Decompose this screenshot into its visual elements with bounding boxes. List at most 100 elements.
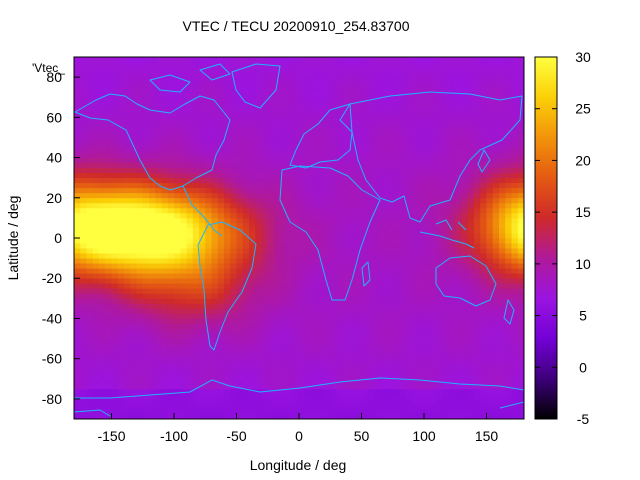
heatmap-cell [161, 373, 169, 380]
heatmap-cell [117, 273, 125, 279]
heatmap-cell [167, 303, 175, 309]
heatmap-cell [299, 102, 306, 108]
heatmap-cell [174, 87, 181, 93]
heatmap-cell [361, 303, 369, 309]
heatmap-cell [374, 243, 381, 249]
heatmap-cell [405, 102, 412, 108]
heatmap-cell [405, 408, 412, 415]
heatmap-cell [461, 192, 469, 199]
heatmap-cell [392, 323, 400, 329]
heatmap-cell [217, 227, 225, 234]
heatmap-cell [499, 348, 506, 355]
heatmap-cell [499, 212, 506, 219]
heatmap-cell [286, 253, 294, 259]
heatmap-cell [361, 82, 369, 88]
heatmap-cell [111, 403, 119, 410]
heatmap-cell [161, 338, 169, 344]
heatmap-cell [305, 62, 312, 68]
heatmap-cell [349, 152, 356, 158]
heatmap-cell [455, 408, 462, 415]
heatmap-cell [199, 147, 206, 153]
heatmap-cell [417, 323, 425, 329]
heatmap-cell [392, 57, 400, 63]
heatmap-cell [411, 162, 419, 169]
heatmap-cell [99, 172, 106, 179]
heatmap-cell [155, 177, 162, 184]
heatmap-cell [436, 268, 444, 274]
heatmap-cell [230, 182, 237, 189]
heatmap-cell [336, 403, 344, 410]
heatmap-cell [230, 67, 237, 73]
heatmap-cell [336, 413, 344, 419]
heatmap-cell [267, 177, 275, 184]
heatmap-cell [349, 378, 356, 385]
heatmap-cell [330, 117, 337, 123]
heatmap-cell [161, 303, 169, 309]
heatmap-cell [317, 268, 325, 274]
heatmap-cell [124, 232, 131, 239]
heatmap-cell [361, 167, 369, 174]
heatmap-cell [217, 217, 225, 224]
heatmap-cell [130, 207, 137, 214]
heatmap-cell [336, 57, 344, 63]
heatmap-cell [480, 132, 487, 138]
heatmap-cell [399, 82, 406, 88]
heatmap-cell [167, 368, 175, 375]
heatmap-cell [380, 142, 387, 148]
heatmap-cell [292, 72, 300, 78]
heatmap-cell [136, 243, 144, 249]
heatmap-cell [299, 323, 306, 329]
heatmap-cell [461, 323, 469, 329]
heatmap-cell [492, 303, 500, 309]
heatmap-cell [336, 132, 344, 138]
heatmap-cell [230, 388, 237, 395]
heatmap-cell [86, 152, 94, 158]
heatmap-cell [442, 268, 450, 274]
heatmap-cell [411, 268, 419, 274]
heatmap-cell [205, 172, 212, 179]
heatmap-cell [417, 303, 425, 309]
heatmap-cell [336, 122, 344, 128]
heatmap-cell [324, 298, 331, 304]
heatmap-cell [92, 358, 100, 365]
heatmap-cell [211, 117, 219, 123]
heatmap-cell [236, 137, 244, 143]
heatmap-cell [311, 77, 319, 83]
heatmap-cell [449, 373, 456, 380]
heatmap-cell [455, 398, 462, 405]
heatmap-cell [392, 338, 400, 344]
heatmap-cell [99, 398, 106, 405]
heatmap-cell [455, 413, 462, 419]
heatmap-cell [105, 413, 112, 419]
heatmap-cell [499, 283, 506, 289]
heatmap-cell [80, 348, 87, 355]
heatmap-cell [230, 308, 237, 314]
heatmap-cell [474, 333, 481, 339]
heatmap-cell [299, 308, 306, 314]
heatmap-cell [436, 167, 444, 174]
heatmap-cell [336, 92, 344, 98]
heatmap-cell [211, 263, 219, 269]
heatmap-cell [492, 283, 500, 289]
heatmap-cell [136, 122, 144, 128]
heatmap-cell [86, 388, 94, 395]
heatmap-cell [261, 222, 269, 229]
heatmap-cell [330, 308, 337, 314]
heatmap-cell [192, 283, 200, 289]
heatmap-cell [342, 57, 350, 63]
heatmap-cell [455, 122, 462, 128]
heatmap-cell [486, 278, 494, 284]
heatmap-cell [461, 383, 469, 390]
heatmap-cell [217, 353, 225, 360]
heatmap-cell [374, 217, 381, 224]
heatmap-cell [480, 137, 487, 143]
heatmap-cell [317, 212, 325, 219]
heatmap-cell [474, 298, 481, 304]
heatmap-cell [299, 378, 306, 385]
heatmap-cell [286, 202, 294, 209]
heatmap-cell [330, 378, 337, 385]
heatmap-cell [449, 378, 456, 385]
heatmap-cell [405, 72, 412, 78]
heatmap-cell [124, 142, 131, 148]
heatmap-cell [355, 117, 362, 123]
